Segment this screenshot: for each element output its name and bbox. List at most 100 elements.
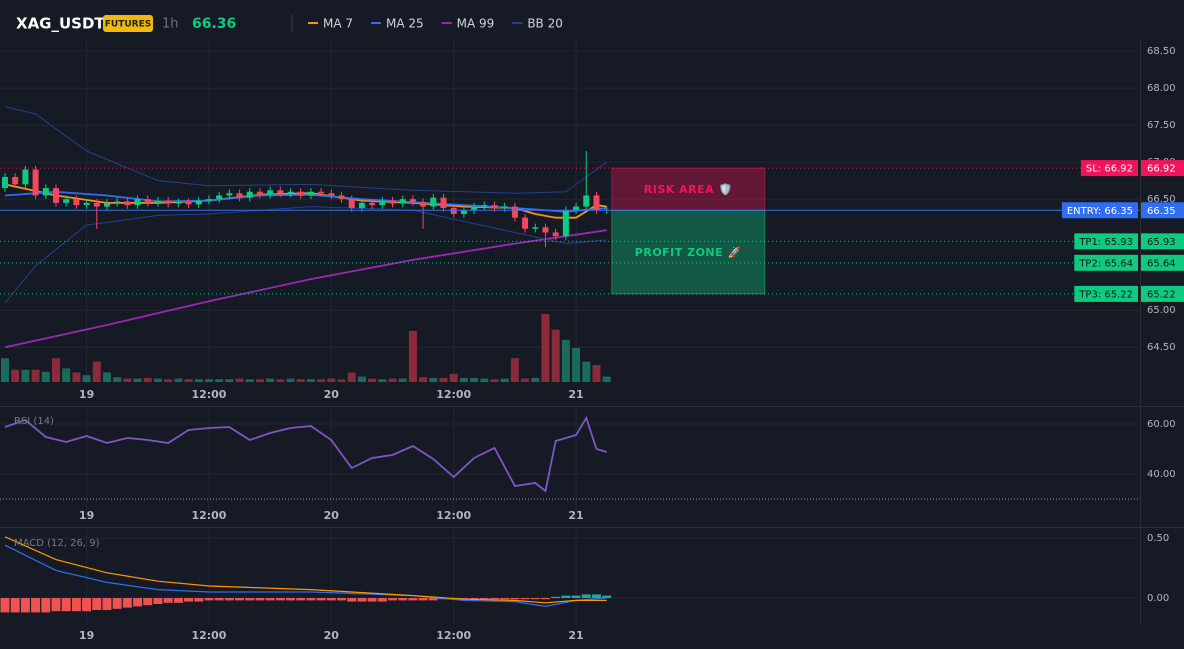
ma-line [4, 229, 607, 349]
histogram-bar [479, 598, 489, 600]
volume-bar [82, 375, 91, 382]
x-tick-label: 21 [568, 388, 583, 401]
candle-body [216, 195, 223, 200]
candle-body [195, 200, 202, 205]
volume-bar [123, 378, 132, 382]
panel [0, 530, 1140, 625]
volume-bar [368, 378, 377, 382]
histogram-bar [377, 598, 387, 602]
histogram-bar [367, 598, 377, 602]
candle-body [358, 202, 365, 209]
x-tick-label: 12:00 [436, 629, 471, 642]
volume-bar [255, 379, 264, 382]
price-tag: 66.35 [1147, 206, 1176, 217]
histogram-bar [469, 598, 479, 600]
volume-bar [531, 377, 540, 382]
candle-body [481, 205, 488, 207]
volume-bar [276, 379, 285, 382]
volume-bar [245, 379, 254, 382]
candle-body [12, 176, 19, 185]
histogram-bar [275, 598, 285, 601]
histogram-bar [602, 595, 612, 599]
candle-body [542, 227, 549, 233]
volume-bar [327, 378, 336, 382]
histogram-bar [551, 596, 561, 599]
y-tick-label: 67.50 [1147, 120, 1176, 131]
macd-line [4, 536, 607, 604]
histogram-bar [540, 598, 550, 600]
price-tag: 65.22 [1147, 289, 1176, 300]
volume-bar [133, 378, 142, 382]
badge: FUTURES [105, 20, 151, 30]
candle-body [491, 205, 498, 209]
candle-body [42, 188, 49, 196]
x-tick-label: 12:00 [191, 388, 226, 401]
histogram-bar [133, 598, 143, 607]
volume-bar [459, 377, 468, 382]
histogram-bar [571, 595, 581, 599]
panel-title: RSI (14) [14, 416, 54, 427]
price-tag-bg [1141, 202, 1184, 219]
x-tick-label: 21 [568, 629, 583, 642]
histogram-bar [561, 595, 571, 599]
candle-body [348, 199, 355, 209]
candle-body [103, 202, 110, 207]
candle-body [267, 190, 274, 195]
candle-body [246, 191, 253, 198]
candle-body [460, 210, 467, 214]
volume-bar [408, 331, 417, 382]
histogram-bar [316, 598, 326, 601]
histogram-bar [591, 594, 601, 599]
candle-body [73, 199, 80, 206]
histogram-bar [112, 598, 122, 609]
volume-bar [521, 378, 530, 382]
histogram-bar [530, 598, 540, 600]
candle-body [114, 201, 121, 203]
candle-body [450, 208, 457, 214]
candle-body [1, 176, 8, 189]
histogram-bar [418, 598, 428, 601]
histogram-bar [143, 598, 153, 606]
volume-bar [174, 378, 183, 382]
candle-body [583, 195, 590, 207]
candle-body [144, 199, 151, 203]
histogram-bar [92, 598, 102, 611]
macd-line [4, 544, 607, 608]
candle-body [369, 202, 376, 206]
volume-bar [113, 377, 122, 382]
histogram-bar [235, 598, 245, 601]
candle-body [205, 199, 212, 201]
candle-body [22, 169, 29, 185]
candle-body [318, 191, 325, 194]
histogram-bar [71, 598, 81, 612]
volume-bar [184, 379, 193, 382]
histogram-bar [194, 598, 204, 602]
candle-body [389, 200, 396, 204]
symbol: XAG_USDT [16, 15, 105, 33]
volume-bar [225, 379, 234, 382]
candle-body [562, 210, 569, 237]
histogram-bar [265, 598, 275, 601]
panel-title: MACD (12, 26, 9) [14, 538, 100, 549]
price-tag-bg [1141, 233, 1184, 250]
volume-bar [21, 369, 30, 382]
zone [611, 209, 766, 295]
histogram-bar [388, 598, 398, 601]
histogram-bar [61, 598, 71, 612]
volume-bar [194, 379, 203, 382]
volume-bar [582, 361, 591, 382]
candle-body [124, 201, 131, 206]
histogram-bar [10, 598, 20, 613]
level-label: TP3: 65.22 [1078, 289, 1133, 300]
x-tick-label: 19 [79, 388, 94, 401]
volume-bar [388, 378, 397, 382]
level-label-bg [1074, 285, 1138, 302]
volume-bar [31, 369, 40, 382]
level-label-bg [1074, 233, 1138, 250]
price-tag-bg [1141, 254, 1184, 271]
histogram-bar [510, 598, 520, 600]
volume-bar [204, 379, 213, 382]
candle-body [511, 206, 518, 218]
volume-bar [235, 378, 244, 382]
